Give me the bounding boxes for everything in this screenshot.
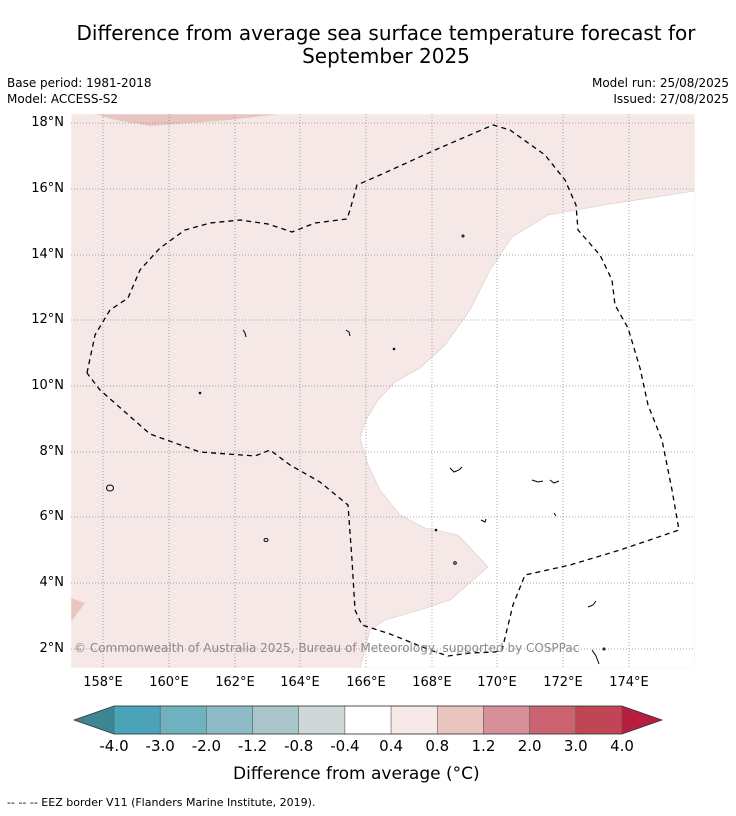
colorbar-tick-label: 2.0 (517, 737, 542, 755)
longitude-label: 164°E (280, 675, 320, 690)
model-run: Model run: 25/08/2025 (591, 76, 729, 90)
gridlines (71, 114, 695, 668)
copyright-text: © Commonwealth of Australia 2025, Bureau… (74, 641, 580, 655)
colorbar-swatch (344, 705, 392, 735)
meta-left: Base period: 1981-2018 Model: ACCESS-S2 (7, 75, 152, 107)
colorbar-swatch (575, 705, 623, 735)
model-name: Model: ACCESS-S2 (7, 92, 119, 106)
title-line-1: Difference from average sea surface temp… (76, 21, 696, 45)
warm-patch-top (95, 114, 280, 126)
colorbar-swatch (159, 705, 207, 735)
colorbar-swatch (390, 705, 438, 735)
colorbar-over-arrow (622, 706, 662, 734)
colorbar-tick-label: 3.0 (563, 737, 588, 755)
colorbar-swatch (298, 705, 346, 735)
colorbar-outline (72, 705, 664, 735)
colorbar-tick-label: -0.8 (284, 737, 314, 755)
longitude-label: 160°E (149, 675, 189, 690)
colorbar-tick-label: 0.4 (379, 737, 403, 755)
issued-date: Issued: 27/08/2025 (613, 92, 729, 106)
colorbar-swatch (437, 705, 484, 735)
longitude-label: 174°E (609, 675, 649, 690)
neutral-anomaly-region (359, 190, 695, 668)
colorbar-tick-label: 0.8 (425, 737, 450, 755)
latitude-label: 10°N (31, 378, 64, 393)
colorbar-swatch (113, 705, 161, 735)
latitude-label: 4°N (39, 575, 65, 590)
latitude-label: 18°N (31, 115, 64, 130)
longitude-label: 168°E (412, 675, 452, 690)
title-line-2: September 2025 (302, 44, 470, 68)
colorbar-title: Difference from average (°C) (233, 764, 480, 784)
colorbar (72, 705, 664, 735)
colorbar-tick-label: -0.4 (330, 737, 360, 755)
colorbar-tick-label: -1.2 (237, 737, 268, 755)
colorbar-swatch (483, 705, 530, 735)
map-area (71, 114, 695, 668)
latitude-label: 14°N (31, 247, 64, 262)
colorbar-under-arrow (74, 706, 114, 734)
latitude-label: 6°N (39, 509, 65, 524)
colorbar-tick-label: 1.2 (471, 737, 496, 755)
colorbar-tick-label: -3.0 (145, 737, 175, 755)
longitude-label: 158°E (83, 675, 123, 690)
meta-right: Model run: 25/08/2025 Issued: 27/08/2025 (592, 75, 729, 107)
eez-legend: -- -- -- EEZ border V11 (Flanders Marine… (7, 796, 316, 809)
longitude-label: 166°E (346, 675, 386, 690)
longitude-label: 162°E (215, 675, 255, 690)
warm-patch-left (71, 598, 85, 622)
map-title: Difference from average sea surface temp… (36, 22, 736, 68)
colorbar-swatch (252, 705, 299, 735)
colorbar-tick-label: -4.0 (99, 737, 129, 755)
colorbar-swatch (529, 705, 577, 735)
map-frame (70, 113, 696, 669)
eez-border (86, 124, 680, 657)
colorbar-swatch (206, 705, 253, 735)
longitude-label: 170°E (477, 675, 517, 690)
islands (106, 234, 606, 665)
longitude-label: 172°E (543, 675, 583, 690)
latitude-label: 12°N (31, 312, 64, 327)
latitude-label: 2°N (39, 641, 65, 656)
latitude-label: 16°N (31, 181, 64, 196)
latitude-label: 8°N (39, 444, 65, 459)
colorbar-tick-label: 4.0 (610, 737, 634, 755)
colorbar-tick-label: -2.0 (191, 737, 221, 755)
base-period: Base period: 1981-2018 (7, 76, 152, 90)
